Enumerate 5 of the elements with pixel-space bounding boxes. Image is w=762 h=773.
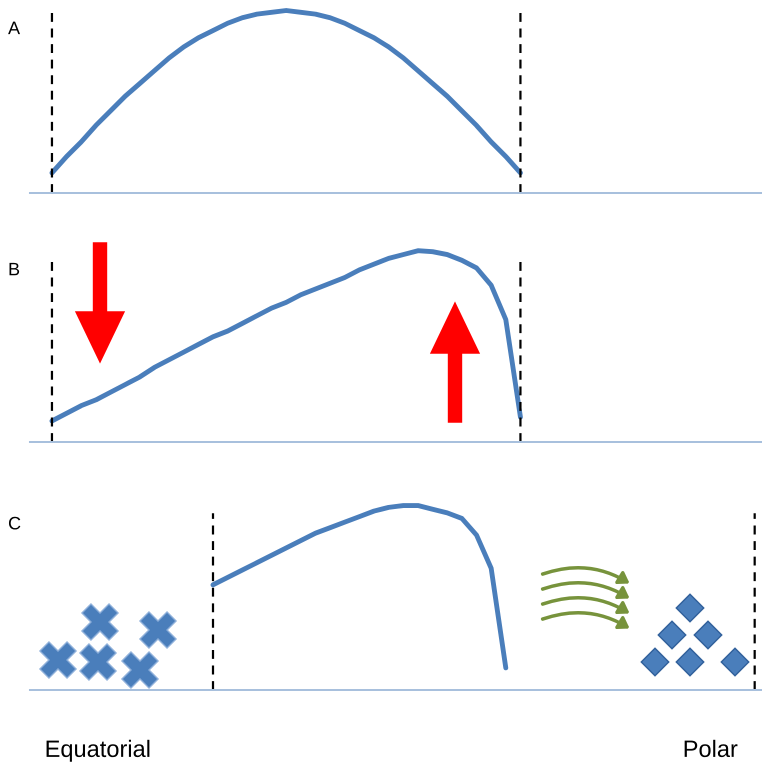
text: Equatorial — [46, 740, 150, 762]
text: B — [10, 262, 20, 276]
text: Polar — [684, 740, 738, 758]
chart-title: C — [8, 516, 20, 530]
chart-title: A — [8, 22, 20, 34]
